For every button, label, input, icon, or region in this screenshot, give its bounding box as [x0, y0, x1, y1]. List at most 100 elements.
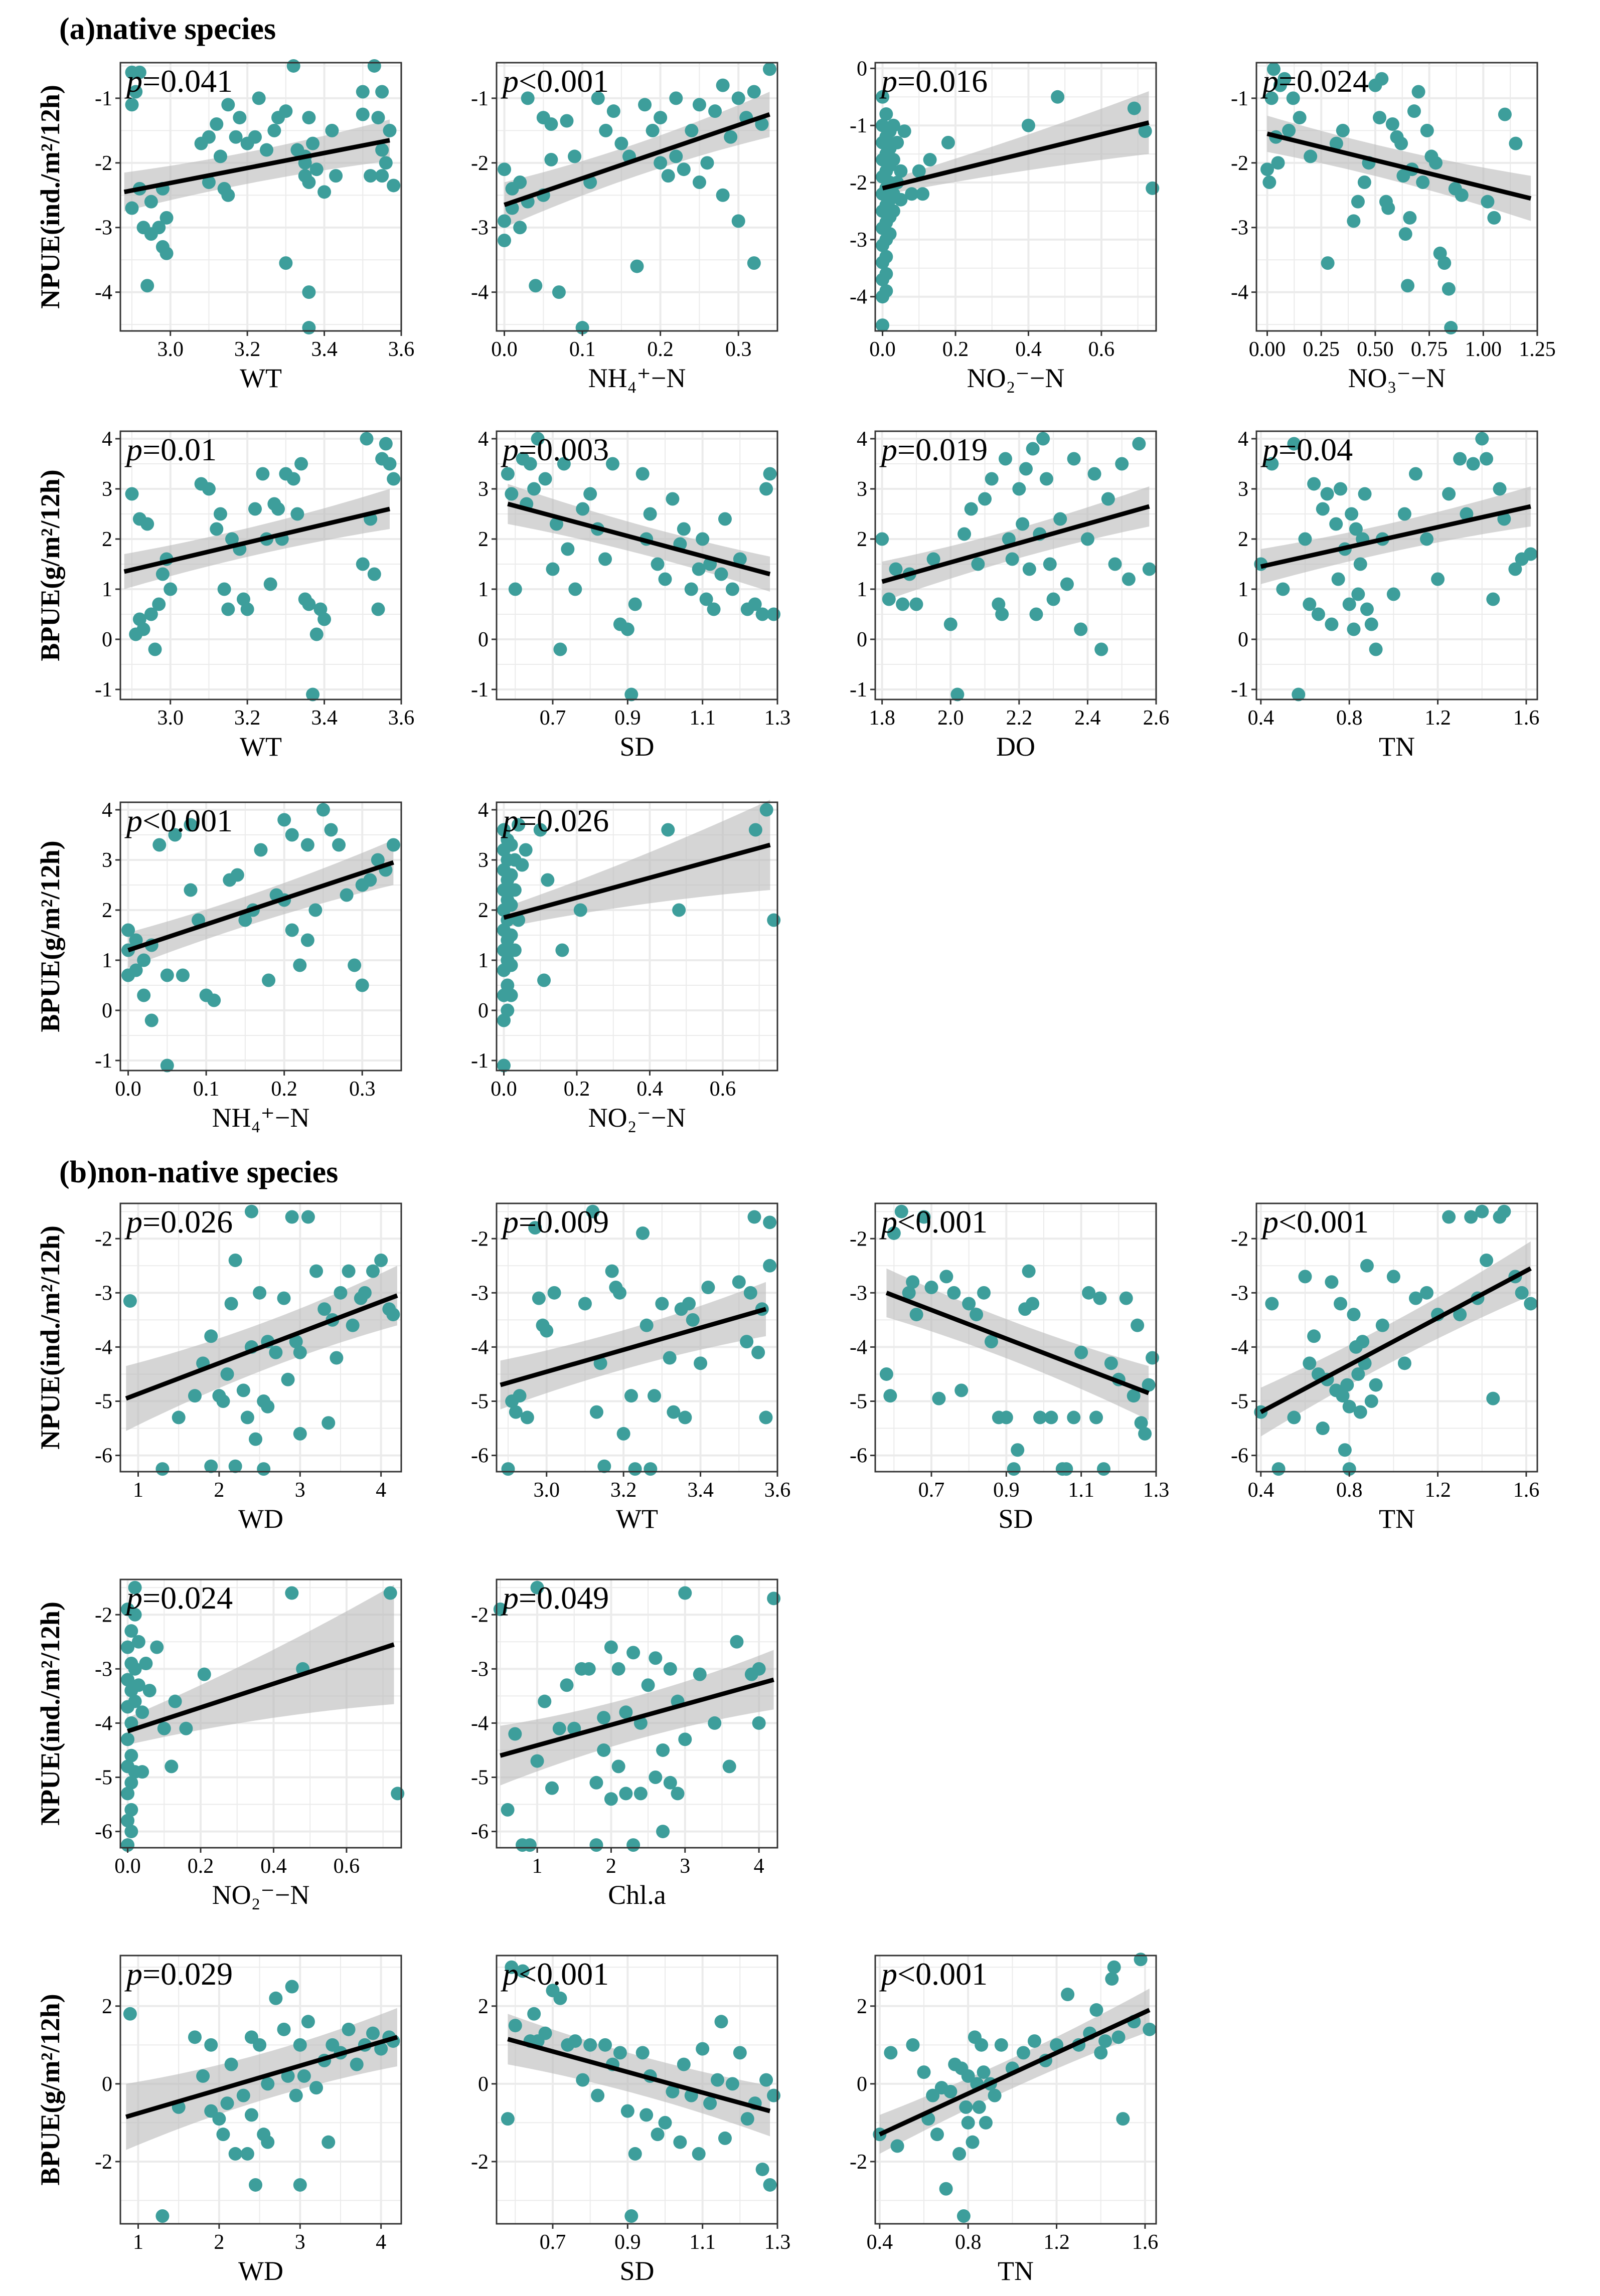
data-point: [708, 104, 722, 118]
data-point: [125, 201, 139, 215]
p-value: <0.001: [142, 803, 233, 838]
x-tick-label: 1: [133, 2231, 143, 2254]
data-point: [1101, 492, 1115, 506]
data-point: [263, 577, 277, 591]
panel-16: 1 2 3 4 -6 -5 -4 -3 -2 Chl.a p=0.049: [471, 1578, 781, 1910]
data-point: [325, 123, 339, 137]
y-tick-label: -4: [1231, 1336, 1248, 1359]
data-point: [294, 457, 308, 471]
x-axis-title: DO: [996, 732, 1035, 762]
data-point: [342, 2022, 356, 2036]
data-point: [519, 843, 533, 857]
data-point: [1138, 1427, 1152, 1441]
data-point: [1132, 437, 1146, 451]
x-tick-label: 3: [295, 2231, 305, 2254]
x-tick-label: 3.0: [157, 338, 184, 361]
data-point: [391, 1787, 405, 1801]
panel-border: [496, 1578, 778, 1849]
y-tick-label: 2: [102, 528, 112, 551]
y-tick-label: 0: [102, 628, 112, 651]
data-point: [125, 98, 139, 112]
x-tick-label: 0.0: [869, 338, 896, 361]
data-point: [152, 221, 166, 235]
panel-12: 3.0 3.2 3.4 3.6 -6 -5 -4 -3 -2 WT p=0.009: [471, 1202, 790, 1534]
data-point: [692, 562, 706, 576]
data-point: [630, 259, 644, 273]
data-point: [606, 104, 620, 118]
data-point: [599, 123, 613, 137]
panel-border: [119, 801, 402, 1072]
data-point: [589, 1838, 603, 1852]
data-point: [1480, 452, 1494, 466]
x-tick-label: 0.0: [491, 338, 518, 361]
data-point: [767, 1592, 781, 1606]
data-point: [923, 153, 937, 167]
data-point: [207, 993, 221, 1007]
data-point: [1442, 282, 1456, 296]
data-point: [277, 813, 291, 827]
y-tick-label: -5: [95, 1766, 112, 1789]
data-point: [879, 250, 893, 264]
data-point: [513, 221, 527, 235]
y-tick-label: 0: [1238, 628, 1248, 651]
y-tick-label: 2: [857, 1995, 867, 2018]
data-point: [638, 98, 652, 112]
data-point: [1437, 256, 1452, 270]
data-point: [926, 2088, 940, 2102]
y-tick-label: 4: [102, 428, 112, 451]
x-tick-label: 4: [376, 2231, 386, 2254]
p-symbol: p: [1260, 63, 1278, 99]
y-tick-label: -3: [1231, 1282, 1248, 1305]
data-point: [966, 2135, 980, 2149]
data-point: [1356, 1335, 1370, 1349]
data-point: [155, 1462, 170, 1476]
panel-border: [496, 1202, 778, 1473]
data-point: [306, 687, 320, 701]
data-point: [516, 1964, 530, 1978]
data-point: [261, 2077, 275, 2091]
p-value: =0.026: [519, 803, 609, 838]
y-tick-label: 3: [857, 478, 867, 501]
data-point: [1357, 175, 1371, 189]
data-point: [505, 487, 519, 501]
x-tick-label: 3: [680, 1855, 690, 1878]
x-axis-title: NH₄⁺−N: [588, 363, 686, 393]
data-point: [748, 597, 762, 611]
data-point: [731, 214, 745, 228]
y-tick-label: -4: [1231, 281, 1248, 304]
data-point: [544, 117, 558, 131]
data-point: [1146, 181, 1160, 195]
data-point: [605, 457, 619, 471]
data-point: [225, 532, 239, 546]
x-tick-label: 2.6: [1143, 707, 1170, 730]
data-point: [144, 1013, 158, 1027]
data-point: [501, 1003, 515, 1017]
data-point: [515, 858, 529, 872]
y-tick-label: 1: [478, 949, 489, 972]
data-point: [140, 279, 154, 293]
regression-line: [1259, 1266, 1532, 1415]
data-point: [329, 169, 343, 183]
data-point: [889, 562, 903, 576]
regression-line: [123, 506, 391, 574]
x-tick-label: 0.4: [636, 1078, 663, 1101]
y-tick-label: 4: [478, 428, 489, 451]
data-point: [620, 622, 634, 636]
data-point: [995, 607, 1009, 621]
data-point: [1067, 1410, 1081, 1425]
data-point: [628, 597, 642, 611]
data-point: [1369, 1378, 1383, 1392]
x-tick-label: 1.3: [764, 707, 791, 730]
regression-line: [1260, 504, 1531, 569]
data-point: [956, 2209, 971, 2223]
data-point: [1336, 1389, 1350, 1403]
data-point: [541, 873, 555, 887]
data-point: [527, 2007, 541, 2021]
data-point: [620, 2104, 634, 2118]
data-point: [658, 572, 672, 586]
data-point: [692, 2147, 706, 2161]
y-tick-label: -3: [1231, 217, 1248, 240]
y-tick-label: 0: [857, 2073, 867, 2096]
regression-line: [127, 1642, 395, 1733]
data-point: [513, 1389, 527, 1403]
